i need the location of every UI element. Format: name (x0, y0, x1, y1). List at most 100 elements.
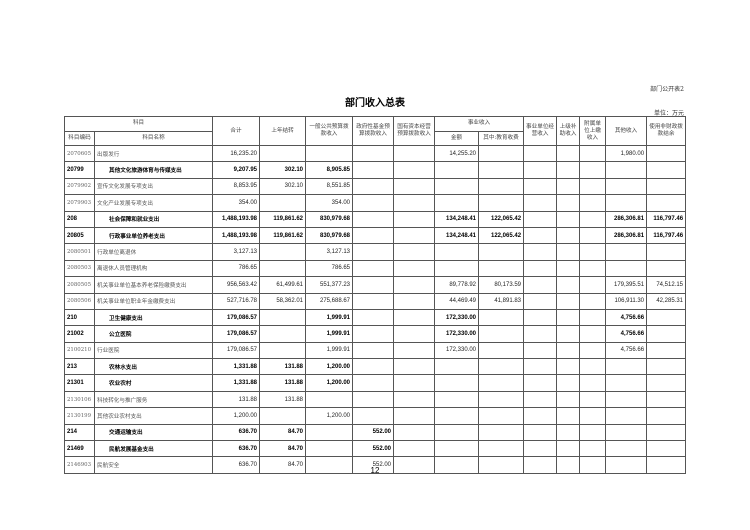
value-cell: 302.10 (259, 161, 307, 179)
value-cell (523, 423, 558, 442)
value-cell: 1,999.91 (305, 341, 354, 360)
value-cell (352, 194, 395, 212)
value-cell (556, 194, 581, 212)
value-cell (478, 456, 525, 474)
value-cell (434, 194, 480, 212)
value-cell (393, 161, 436, 179)
value-cell (646, 456, 687, 474)
value-cell: 286,306.81 (605, 226, 648, 245)
value-cell: 131.88 (259, 374, 307, 392)
value-cell: 1,999.91 (305, 325, 354, 343)
value-cell: 119,861.62 (259, 226, 307, 245)
value-cell: 354.00 (305, 194, 354, 212)
value-cell: 4,756.66 (605, 341, 648, 360)
header-general: 一般公共预算拨款收入 (305, 116, 354, 146)
subject-name: 机关事业单位基本养老保险缴费支出 (93, 276, 214, 294)
value-cell (393, 177, 436, 196)
value-cell: 4,756.66 (605, 325, 648, 343)
value-cell (523, 440, 558, 458)
value-cell (523, 308, 558, 327)
value-cell (579, 374, 607, 392)
table-row: 213 农林水支出 1,331.88 131.88 1,200.00 (64, 358, 687, 376)
value-cell (434, 177, 480, 196)
value-cell (556, 407, 581, 425)
value-cell (434, 390, 480, 409)
value-cell (393, 259, 436, 278)
value-cell (478, 374, 525, 392)
value-cell (579, 390, 607, 409)
header-name: 科目名称 (93, 130, 214, 146)
value-cell (556, 325, 581, 343)
subject-code: 2130199 (64, 407, 95, 425)
subject-name: 宣传文化发展专项支出 (93, 177, 214, 196)
header-other: 其他收入 (605, 116, 648, 146)
value-cell (605, 423, 648, 442)
table-row: 20805 行政事业单位养老支出 1,488,193.98 119,861.62 830… (64, 226, 687, 245)
table-row: 2079903 文化产业发展专项支出 354.00 354.00 (64, 194, 687, 212)
value-cell (352, 292, 395, 310)
value-cell (646, 440, 687, 458)
table-row: 2080505 机关事业单位基本养老保险缴费支出 956,563.42 61,499.… (64, 276, 687, 294)
value-cell: 134,248.41 (434, 226, 480, 245)
value-cell (393, 243, 436, 261)
value-cell (579, 308, 607, 327)
value-cell: 122,065.42 (478, 210, 525, 228)
table-row: 2080501 行政单位离退休 3,127.13 3,127.13 (64, 243, 687, 261)
value-cell: 41,891.83 (478, 292, 525, 310)
value-cell (478, 407, 525, 425)
value-cell: 131.88 (259, 390, 307, 409)
value-cell (393, 226, 436, 245)
value-cell (556, 243, 581, 261)
subject-name: 行政事业单位养老支出 (93, 226, 214, 245)
value-cell: 122,065.42 (478, 226, 525, 245)
value-cell (259, 407, 307, 425)
value-cell (646, 374, 687, 392)
value-cell (352, 390, 395, 409)
value-cell (478, 325, 525, 343)
value-cell (646, 358, 687, 376)
value-cell (579, 161, 607, 179)
value-cell (393, 210, 436, 228)
value-cell (605, 259, 648, 278)
table-row: 2080503 离退休人员管理机构 786.65 786.65 (64, 259, 687, 278)
table-row: 21469 民航发展基金支出 636.70 84.70 552.00 (64, 440, 687, 458)
value-cell: 84.70 (259, 456, 307, 474)
value-cell (605, 243, 648, 261)
value-cell (434, 374, 480, 392)
value-cell: 8,551.85 (305, 177, 354, 196)
table-row: 2070605 出版发行 16,235.20 14,255.20 1,980.00 (64, 144, 687, 163)
value-cell (646, 259, 687, 278)
value-cell: 172,330.00 (434, 325, 480, 343)
value-cell (352, 144, 395, 163)
value-cell (523, 243, 558, 261)
value-cell (478, 358, 525, 376)
value-cell (605, 177, 648, 196)
value-cell (523, 407, 558, 425)
value-cell (393, 308, 436, 327)
value-cell: 1,200.00 (305, 374, 354, 392)
subject-code: 208 (64, 210, 95, 228)
table-row: 208 社会保障和就业支出 1,488,193.98 119,861.62 830,97… (64, 210, 687, 228)
value-cell: 1,200.00 (305, 407, 354, 425)
header-affil: 附属单位上缴收入 (579, 116, 607, 146)
value-cell (556, 210, 581, 228)
value-cell (523, 325, 558, 343)
header-nonfiscal: 使用非财政拨款结余 (646, 116, 687, 146)
value-cell: 786.65 (212, 259, 261, 278)
value-cell: 1,980.00 (605, 144, 648, 163)
value-cell (556, 292, 581, 310)
value-cell: 131.88 (212, 390, 261, 409)
value-cell (646, 177, 687, 196)
value-cell (478, 259, 525, 278)
subject-code: 2070605 (64, 144, 95, 163)
value-cell (478, 161, 525, 179)
value-cell: 636.70 (212, 440, 261, 458)
value-cell (646, 325, 687, 343)
value-cell (393, 358, 436, 376)
value-cell (579, 259, 607, 278)
value-cell (352, 341, 395, 360)
value-cell (605, 194, 648, 212)
value-cell (352, 161, 395, 179)
value-cell (556, 259, 581, 278)
subject-name: 其他农业农村支出 (93, 407, 214, 425)
